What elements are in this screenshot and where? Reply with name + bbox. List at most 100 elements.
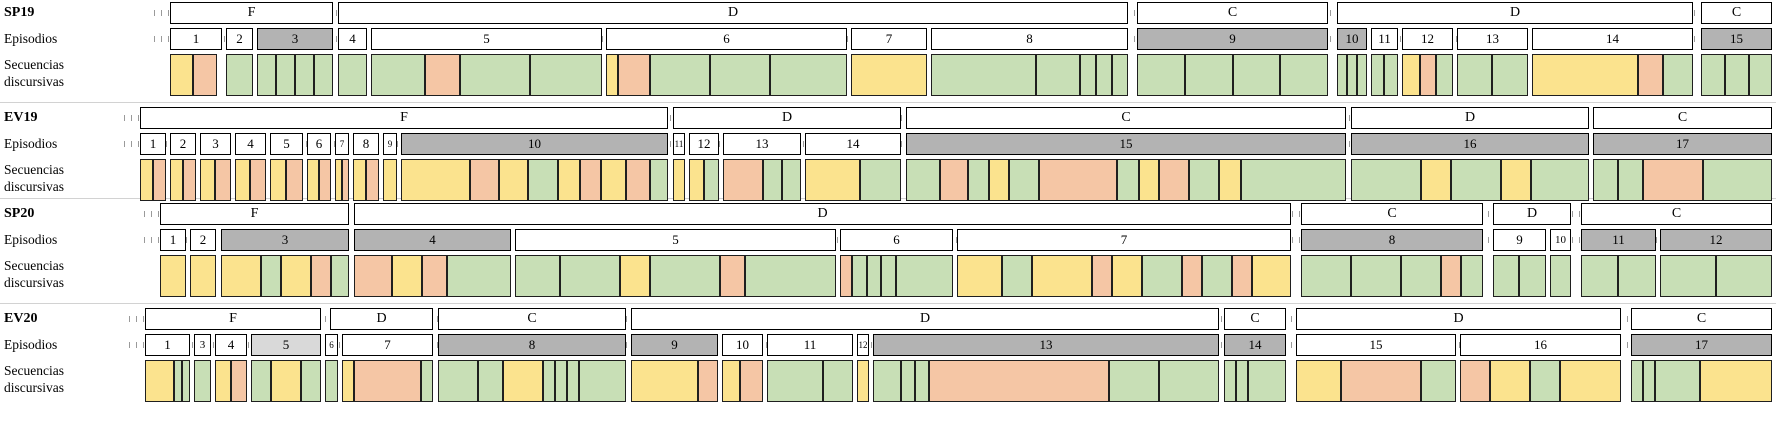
sequence-segment (1493, 255, 1519, 297)
group-separator (0, 102, 1776, 103)
row-label-episodios: Episodios (4, 31, 58, 46)
episode-box: 13 (723, 133, 801, 155)
sequence-segment (215, 159, 231, 201)
episode-box: 11 (767, 334, 853, 356)
sequence-segment (460, 54, 530, 96)
episode-box: 2 (226, 28, 253, 50)
group-separator (0, 303, 1776, 304)
sequence-segment (1460, 360, 1490, 402)
episode-box: 4 (215, 334, 247, 356)
sequence-segment (1280, 54, 1328, 96)
sequence-segment (1371, 54, 1384, 96)
row-label-secuencias: Secuencias discursivas (4, 57, 64, 89)
episode-box: 14 (805, 133, 901, 155)
episode-box: 5 (515, 229, 836, 251)
sequence-segment (1402, 54, 1420, 96)
sequence-segment (763, 159, 782, 201)
episode-box: 14 (1224, 334, 1286, 356)
sequence-segment (174, 360, 182, 402)
episode-box: 3 (194, 334, 211, 356)
phase-box: F (170, 2, 333, 24)
sequence-segment (1655, 360, 1700, 402)
sequence-segment (276, 54, 295, 96)
phase-box: F (145, 308, 321, 330)
phase-box: C (438, 308, 626, 330)
sequence-segment (528, 159, 558, 201)
sequence-segment (342, 159, 349, 201)
sequence-segment (673, 159, 685, 201)
episode-box: 15 (906, 133, 1346, 155)
phase-box: C (1593, 107, 1772, 129)
phase-box: C (1701, 2, 1772, 24)
sequence-segment (626, 159, 650, 201)
sequence-segment (1618, 255, 1656, 297)
sequence-segment (1401, 255, 1441, 297)
sequence-segment (1159, 159, 1189, 201)
episode-box: 7 (957, 229, 1291, 251)
sequence-segment (896, 255, 953, 297)
episode-box: 9 (1137, 28, 1328, 50)
sequence-segment (1009, 159, 1039, 201)
episode-box: 10 (401, 133, 668, 155)
sequence-segment (194, 360, 211, 402)
sequence-segment (580, 159, 601, 201)
sequence-segment (515, 255, 560, 297)
sequence-segment (170, 54, 193, 96)
sequence-segment (1643, 159, 1703, 201)
sequence-segment (601, 159, 626, 201)
phase-box: C (1137, 2, 1328, 24)
sequence-segment (530, 54, 602, 96)
sequence-segment (1581, 255, 1618, 297)
sequence-segment (1519, 255, 1546, 297)
phase-box: D (1337, 2, 1693, 24)
sequence-segment (1036, 54, 1080, 96)
sequence-segment (470, 159, 499, 201)
sequence-segment (270, 159, 286, 201)
sequence-segment (338, 54, 367, 96)
sequence-segment (354, 255, 392, 297)
sequence-segment (1532, 54, 1638, 96)
episode-box: 9 (631, 334, 718, 356)
phase-box: C (1301, 203, 1483, 225)
sequence-segment (1461, 255, 1483, 297)
sequence-segment (193, 54, 217, 96)
group-label: SP19 (4, 5, 35, 20)
sequence-segment (307, 159, 319, 201)
sequence-segment (325, 360, 338, 402)
sequence-segment (873, 360, 901, 402)
episode-box: 7 (342, 334, 433, 356)
sequence-segment (314, 54, 333, 96)
sequence-segment (1232, 255, 1252, 297)
sequence-segment (371, 54, 425, 96)
sequence-segment (1492, 54, 1528, 96)
sequence-segment (915, 360, 929, 402)
episode-box: 11 (1371, 28, 1398, 50)
sequence-segment (1252, 255, 1291, 297)
sequence-segment (1139, 159, 1159, 201)
phase-box: C (1631, 308, 1772, 330)
sequence-segment (478, 360, 503, 402)
sequence-segment (782, 159, 801, 201)
sequence-segment (281, 255, 311, 297)
row-label-secuencias: Secuencias discursivas (4, 162, 64, 194)
sequence-segment (1142, 255, 1182, 297)
sequence-segment (257, 54, 276, 96)
sequence-segment (710, 54, 770, 96)
episode-box: 10 (1550, 229, 1571, 251)
sequence-segment (1351, 255, 1401, 297)
sequence-segment (1032, 255, 1092, 297)
sequence-segment (704, 159, 719, 201)
episode-box: 5 (251, 334, 321, 356)
sequence-segment (331, 255, 349, 297)
episode-box: 1 (170, 28, 222, 50)
sequence-segment (311, 255, 331, 297)
sequence-segment (1347, 54, 1357, 96)
sequence-segment (1421, 360, 1456, 402)
sequence-segment (271, 360, 301, 402)
episode-box: 13 (873, 334, 1219, 356)
row-label-episodios: Episodios (4, 337, 58, 352)
sequence-segment (335, 159, 342, 201)
sequence-segment (1703, 159, 1772, 201)
phase-box: D (673, 107, 901, 129)
episode-box: 2 (170, 133, 196, 155)
